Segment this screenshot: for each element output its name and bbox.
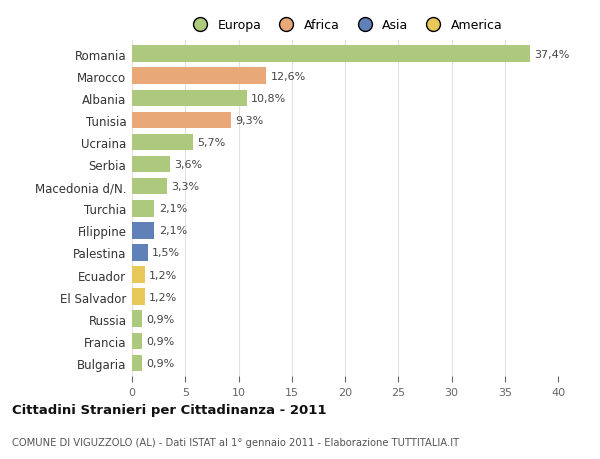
Text: Cittadini Stranieri per Cittadinanza - 2011: Cittadini Stranieri per Cittadinanza - 2… xyxy=(12,403,326,416)
Text: 9,3%: 9,3% xyxy=(235,116,263,126)
Bar xyxy=(132,179,167,195)
Text: 0,9%: 0,9% xyxy=(146,336,174,346)
Bar xyxy=(132,90,247,107)
Legend: Europa, Africa, Asia, America: Europa, Africa, Asia, America xyxy=(182,14,508,37)
Bar xyxy=(132,112,231,129)
Text: 0,9%: 0,9% xyxy=(146,314,174,324)
Bar xyxy=(132,267,145,283)
Bar xyxy=(132,223,154,239)
Text: 2,1%: 2,1% xyxy=(158,226,187,236)
Text: 2,1%: 2,1% xyxy=(158,204,187,214)
Bar xyxy=(132,333,142,349)
Text: COMUNE DI VIGUZZOLO (AL) - Dati ISTAT al 1° gennaio 2011 - Elaborazione TUTTITAL: COMUNE DI VIGUZZOLO (AL) - Dati ISTAT al… xyxy=(12,437,459,447)
Text: 0,9%: 0,9% xyxy=(146,358,174,368)
Bar xyxy=(132,245,148,261)
Bar xyxy=(132,311,142,327)
Bar xyxy=(132,68,266,85)
Text: 1,5%: 1,5% xyxy=(152,248,181,258)
Text: 5,7%: 5,7% xyxy=(197,138,225,148)
Bar xyxy=(132,355,142,371)
Text: 3,6%: 3,6% xyxy=(175,160,203,170)
Text: 3,3%: 3,3% xyxy=(172,182,200,192)
Text: 10,8%: 10,8% xyxy=(251,94,287,104)
Bar xyxy=(132,157,170,173)
Bar xyxy=(132,46,530,63)
Bar xyxy=(132,289,145,305)
Text: 12,6%: 12,6% xyxy=(271,72,306,82)
Text: 1,2%: 1,2% xyxy=(149,292,177,302)
Bar xyxy=(132,134,193,151)
Text: 37,4%: 37,4% xyxy=(535,50,570,60)
Text: 1,2%: 1,2% xyxy=(149,270,177,280)
Bar xyxy=(132,201,154,217)
